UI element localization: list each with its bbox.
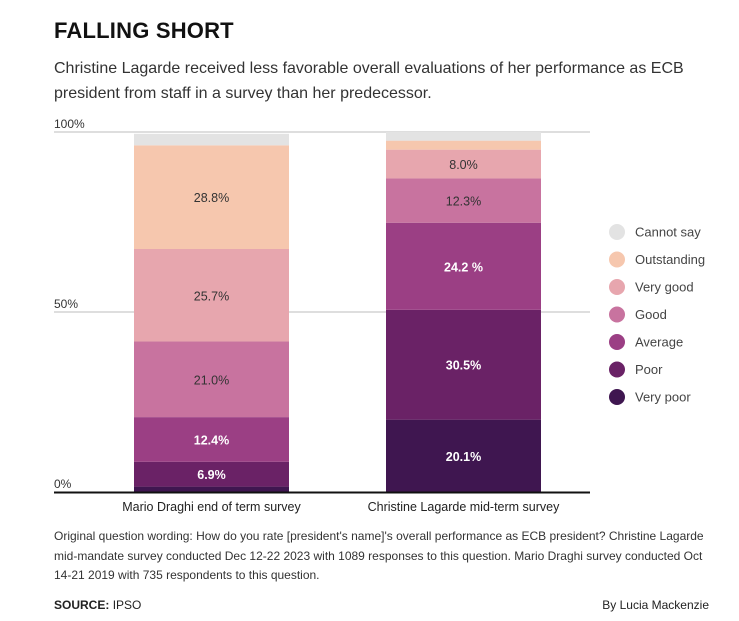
data-label: 24.2 % — [444, 260, 483, 274]
bar-segment-poor — [386, 309, 541, 420]
data-label: 30.5% — [446, 359, 481, 373]
chart-title: FALLING SHORT — [54, 18, 234, 43]
data-label: 6.9% — [197, 468, 226, 482]
legend-swatch — [609, 251, 625, 268]
y-tick-label: 50% — [54, 297, 78, 311]
footnote: Original question wording: How do you ra… — [54, 529, 704, 582]
legend-label: Very good — [635, 280, 694, 295]
source-label: SOURCE: — [54, 598, 110, 612]
bar-segment-very-poor — [134, 486, 289, 492]
bar-segment-very-poor — [386, 419, 541, 492]
bar-segment-good — [134, 341, 289, 418]
legend-swatch — [609, 306, 625, 323]
data-label: 21.0% — [194, 373, 229, 387]
chart-subtitle: Christine Lagarde received less favorabl… — [54, 60, 684, 102]
bar-segment-cannot-say — [134, 133, 289, 146]
data-label: 25.7% — [194, 289, 229, 303]
source-line: SOURCE: IPSO — [54, 598, 141, 612]
data-label: 20.1% — [446, 450, 481, 464]
data-label: 8.0% — [449, 158, 478, 172]
data-label: 12.4% — [194, 433, 229, 447]
bar-segment-outstanding — [134, 145, 289, 249]
legend-label: Poor — [635, 362, 663, 377]
legend-swatch — [609, 334, 625, 350]
bar-segment-average — [386, 222, 541, 310]
bar-segment-cannot-say — [386, 132, 541, 141]
data-label: 12.3% — [446, 195, 481, 209]
bar-segment-poor — [134, 461, 289, 487]
legend-label: Cannot say — [635, 225, 701, 240]
bar-segment-average — [134, 417, 289, 462]
x-category-label: Mario Draghi end of term survey — [122, 500, 301, 514]
y-tick-label: 0% — [54, 477, 72, 491]
x-category-label: Christine Lagarde mid-term survey — [368, 500, 560, 514]
legend-label: Very poor — [635, 390, 691, 405]
source-value: IPSO — [112, 598, 142, 612]
legend-swatch — [609, 361, 625, 378]
bar-segment-very-good — [386, 149, 541, 179]
bar-segment-very-good — [134, 249, 289, 342]
bar-segment-good — [386, 178, 541, 223]
legend-swatch — [609, 389, 625, 405]
legend-label: Good — [635, 307, 667, 322]
y-tick-label: 100% — [54, 117, 85, 131]
legend-swatch — [609, 279, 625, 295]
bar-segment-outstanding — [386, 140, 541, 150]
byline: By Lucia Mackenzie — [602, 598, 709, 612]
legend-label: Outstanding — [635, 252, 705, 267]
data-label: 28.8% — [194, 191, 229, 205]
legend-label: Average — [635, 335, 683, 350]
stacked-bar-chart: 0% 50% 100% 6.9% 12.4% 21.0% 25.7% 28.8% Mario D… — [54, 117, 705, 514]
legend-swatch — [609, 224, 625, 240]
